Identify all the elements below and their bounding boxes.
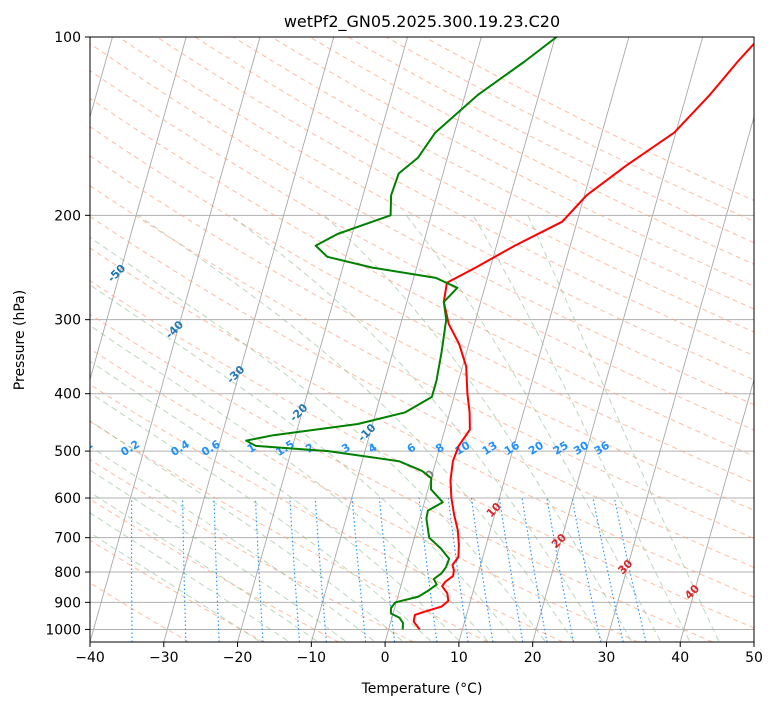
- moist-adiabat-line: [0, 215, 316, 641]
- mixing-ratio-label: 8: [433, 441, 446, 456]
- dry-adiabat-line: [81, 37, 775, 642]
- mixing-ratio-line: [522, 498, 547, 642]
- isotherm-label: -70: [0, 161, 9, 184]
- dry-adiabat-line: [272, 37, 775, 642]
- moist-adiabat-line: [0, 215, 345, 641]
- mixing-ratio-label: 20: [526, 439, 546, 458]
- dry-adiabat-line: [195, 37, 775, 642]
- y-tick-label: 800: [54, 565, 81, 581]
- x-tick-label: −10: [297, 650, 327, 666]
- mixing-ratio-line: [214, 498, 219, 642]
- dry-adiabat-label: 20: [549, 531, 569, 551]
- x-axis-label: Temperature (°C): [361, 681, 483, 697]
- dry-adiabat-label: 10: [484, 500, 504, 520]
- y-tick-label: 700: [54, 531, 81, 547]
- mixing-ratio-line: [500, 498, 523, 642]
- x-tick-label: −40: [75, 650, 105, 666]
- temperature-profile-line: [414, 37, 761, 629]
- mixing-ratio-line: [82, 498, 84, 642]
- y-axis-label: Pressure (hPa): [12, 290, 28, 390]
- x-tick-label: −20: [223, 650, 253, 666]
- x-tick-label: 20: [524, 650, 542, 666]
- dry-adiabat-line: [310, 37, 775, 642]
- mixing-ratio-line: [256, 498, 264, 642]
- mixing-ratio-label: 0.4: [168, 437, 192, 459]
- isotherm-line: [606, 37, 775, 642]
- moist-adiabat-line: [138, 215, 573, 641]
- isotherm-line: [533, 37, 703, 642]
- mixing-ratio-label: 13: [480, 439, 500, 458]
- x-tick-label: 30: [598, 650, 616, 666]
- isotherm-line: [385, 37, 555, 642]
- mixing-ratio-line: [472, 498, 493, 642]
- x-tick-label: −30: [149, 650, 179, 666]
- moist-adiabat-line: [0, 215, 288, 641]
- y-tick-label: 500: [54, 444, 81, 460]
- dry-adiabat-line: [0, 37, 264, 642]
- chart-title: wetPf2_GN05.2025.300.19.23.C20: [284, 12, 560, 32]
- mixing-ratio-line: [379, 498, 394, 642]
- mixing-ratio-label: 36: [592, 439, 612, 458]
- dry-adiabat-line: [0, 37, 413, 642]
- isotherm-label: -20: [287, 401, 310, 424]
- y-tick-label: 600: [54, 491, 81, 507]
- dry-adiabat-label: 30: [615, 557, 635, 577]
- isotherm-line: [754, 37, 775, 642]
- mixing-ratio-label: 6: [405, 441, 419, 456]
- mixing-ratio-label: 0.2: [119, 438, 142, 459]
- dry-adiabat-line: [0, 37, 638, 642]
- mixing-ratio-label: 25: [551, 439, 571, 458]
- isotherm-line: [16, 37, 186, 642]
- moist-adiabat-line: [473, 215, 689, 641]
- dry-adiabat-line: [0, 37, 488, 642]
- mixing-ratio-label: 16: [502, 439, 522, 458]
- dry-adiabat-line: [348, 37, 775, 642]
- isotherm-label: -50: [105, 261, 128, 284]
- dry-adiabat-line: [0, 37, 563, 642]
- dry-adiabat-line: [424, 37, 775, 642]
- y-tick-label: 300: [54, 313, 81, 329]
- mixing-ratio-line: [183, 498, 186, 642]
- y-tick-label: 900: [54, 595, 81, 611]
- moist-adiabat-line: [230, 215, 602, 641]
- y-tick-label: 200: [54, 208, 81, 224]
- mixing-ratio-line: [572, 498, 600, 642]
- isotherm-label: -40: [163, 318, 186, 341]
- x-tick-label: 0: [381, 650, 390, 666]
- mixing-ratio-label: 0.6: [199, 437, 223, 459]
- y-tick-label: 100: [54, 30, 81, 46]
- x-tick-label: 10: [450, 650, 468, 666]
- isotherm-line: [680, 37, 775, 642]
- y-tick-label: 1000: [45, 622, 81, 638]
- x-tick-label: 50: [745, 650, 763, 666]
- dry-adiabat-line: [42, 37, 775, 642]
- dry-adiabat-line: [4, 37, 775, 642]
- y-tick-label: 400: [54, 387, 81, 403]
- mixing-ratio-label: 30: [571, 439, 591, 458]
- mixing-ratio-label: 4: [366, 441, 380, 456]
- x-tick-label: 40: [671, 650, 689, 666]
- mixing-ratio-line: [419, 498, 437, 642]
- isotherm-line: [90, 37, 260, 642]
